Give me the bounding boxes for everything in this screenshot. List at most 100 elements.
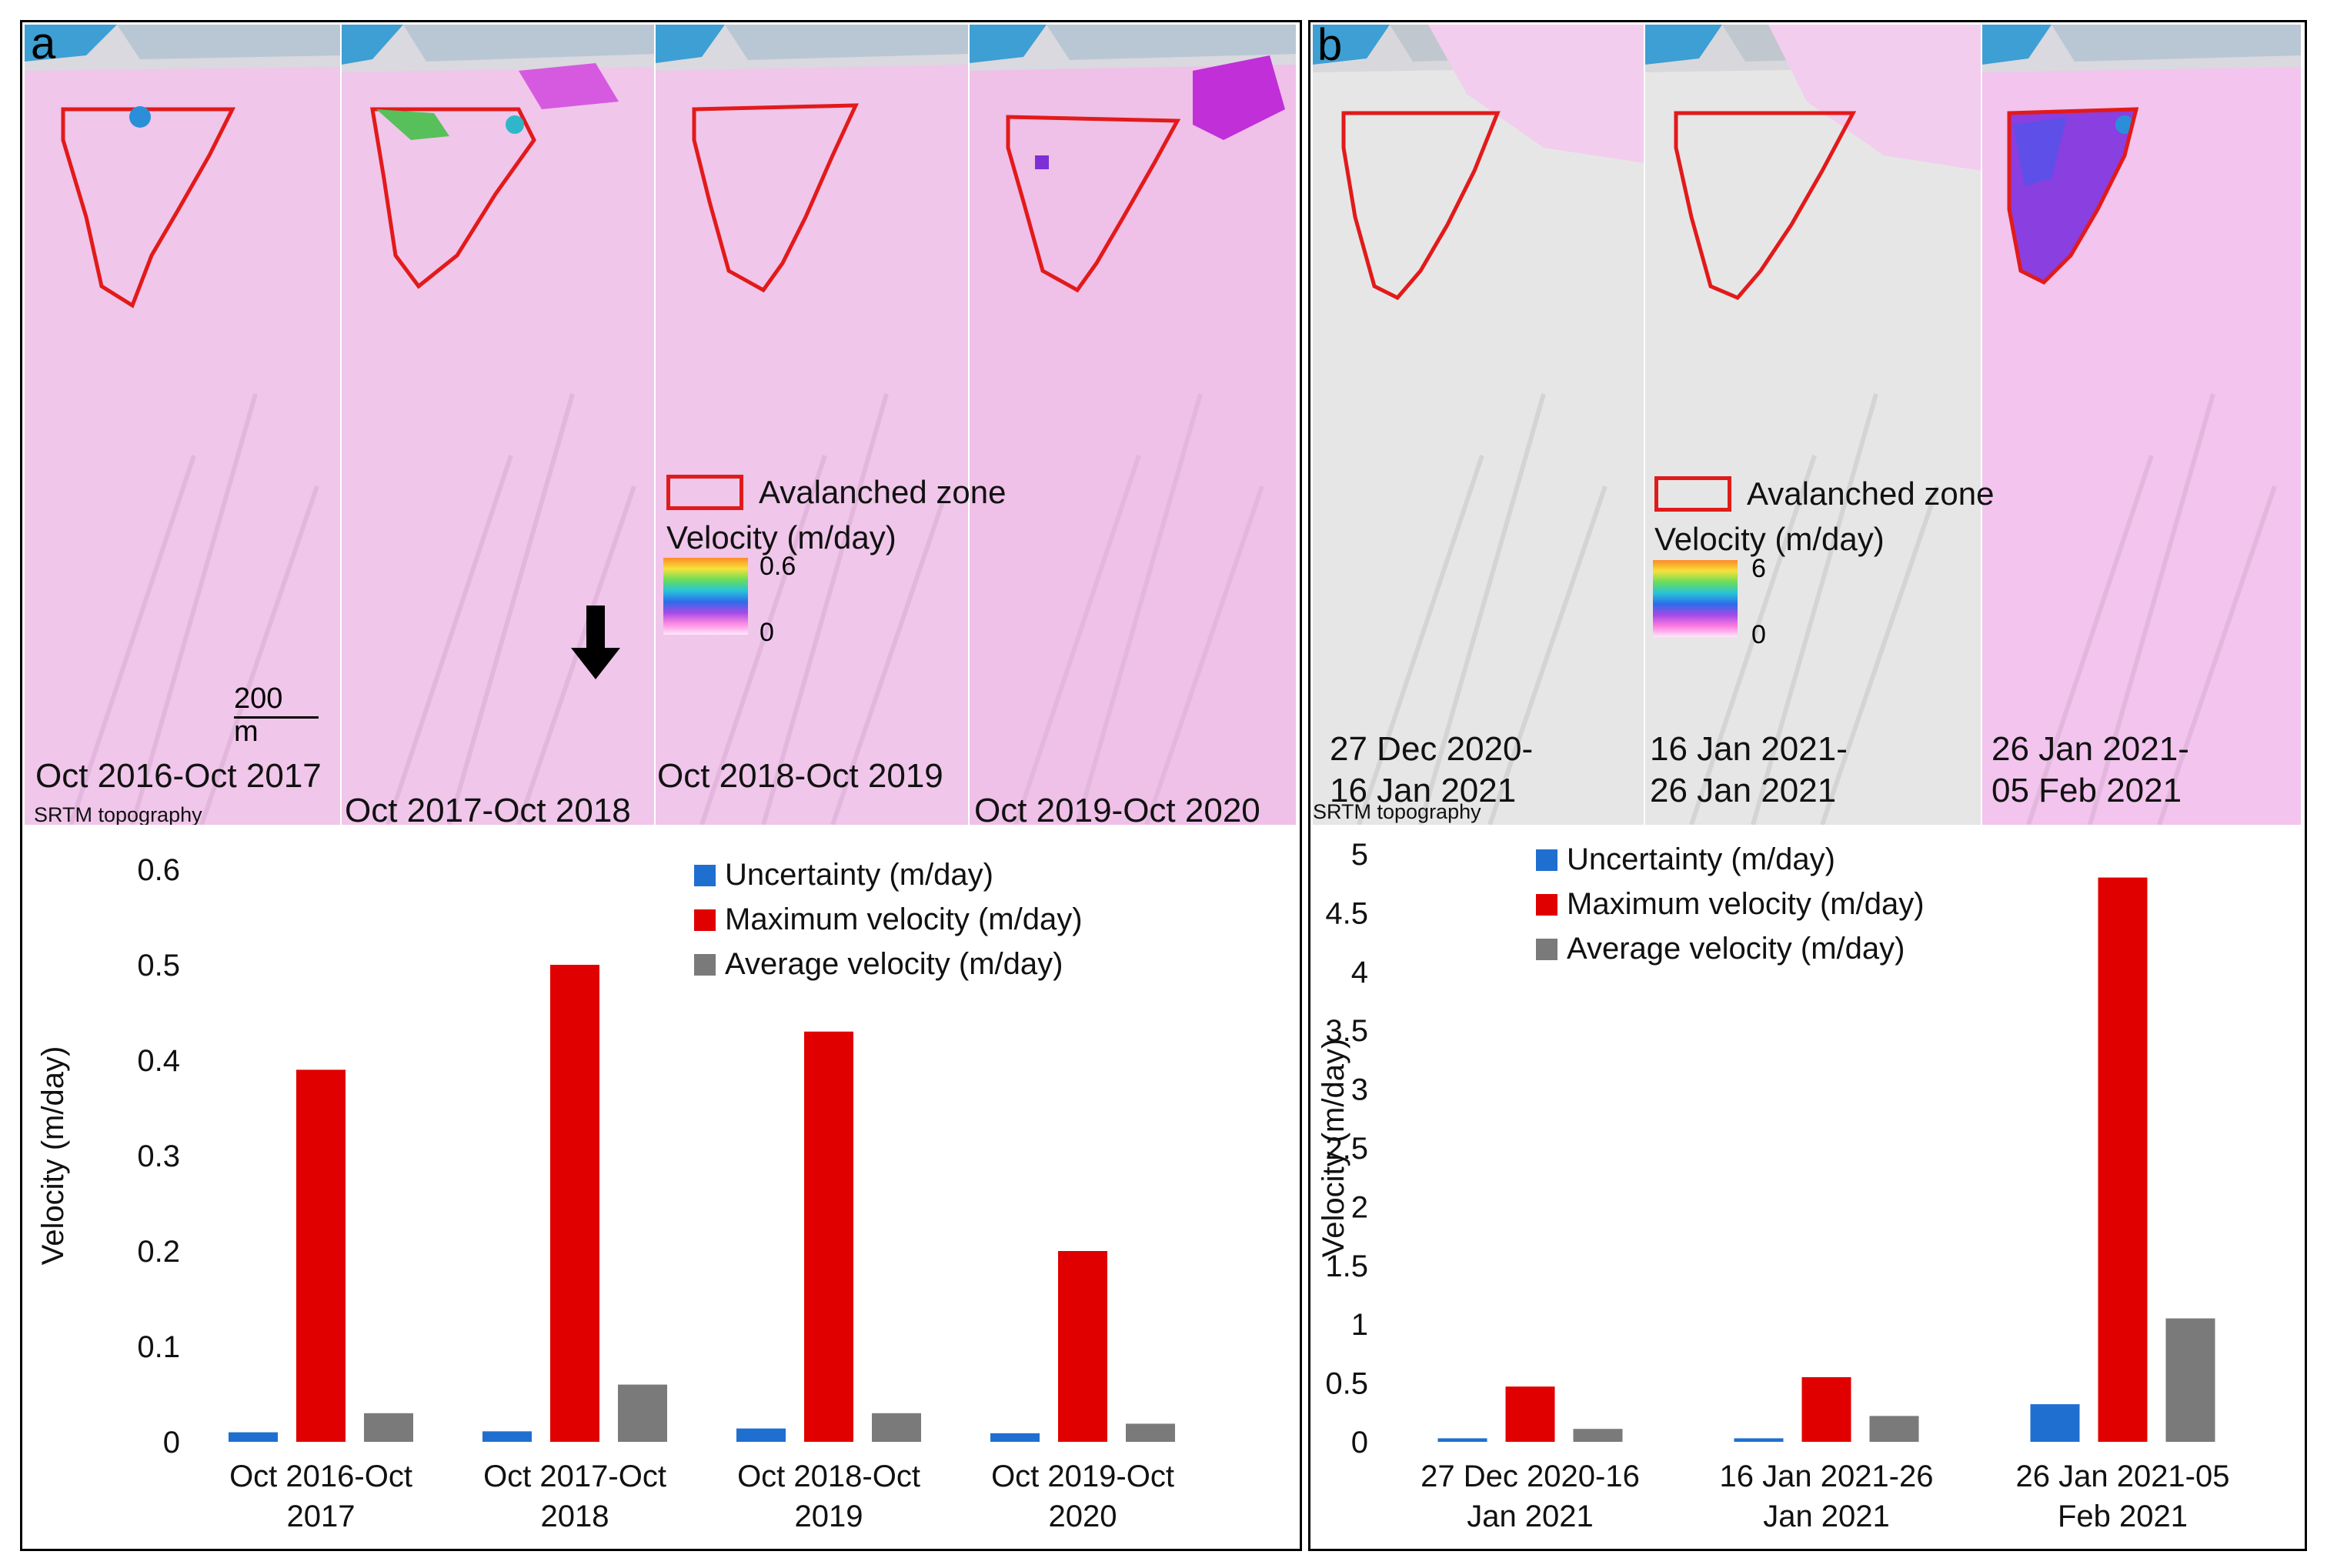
y-tick-label: 1.5 <box>1325 1249 1368 1283</box>
avalanched-zone-label: Avalanched zone <box>759 474 1007 510</box>
bar <box>1734 1438 1784 1442</box>
x-tick-label: 16 Jan 2021-26 <box>1719 1460 1933 1493</box>
map-tile-a1: Oct 2016-Oct 2017 SRTM topography 200 m <box>25 25 342 825</box>
map-tile-b3: 26 Jan 2021- 05 Feb 2021 <box>1982 25 2302 825</box>
panel-a-frame <box>20 20 1302 1551</box>
velocity-title: Velocity (m/day) <box>1654 521 1885 557</box>
y-tick-label: 0.6 <box>137 853 180 887</box>
y-tick-label: 0.4 <box>137 1044 180 1078</box>
snow-peak <box>1047 25 1296 60</box>
panel-letter-a: a <box>31 18 56 68</box>
y-tick-label: 5 <box>1351 838 1368 872</box>
north-arrow-icon <box>571 606 620 679</box>
sky-patch <box>1645 25 1722 65</box>
avalanched-zone-outline <box>2007 107 2139 285</box>
x-tick-label: 2018 <box>541 1500 609 1533</box>
terrain-gullies <box>386 393 636 825</box>
y-tick-label: 0 <box>1351 1426 1368 1460</box>
bar-chart-a: 0 0.1 0.2 0.3 0.4 0.5 0.6 Velocity (m/day) Oct 2… <box>36 853 1175 1533</box>
snow-peak <box>725 25 968 60</box>
y-tick-label: 0 <box>163 1426 180 1460</box>
avalanched-zone-outline <box>692 103 859 293</box>
avalanched-zone-label: Avalanched zone <box>1747 475 1995 512</box>
velocity-title: Velocity (m/day) <box>666 519 896 555</box>
bar <box>872 1413 921 1442</box>
srtm-source-label: SRTM topography <box>34 803 202 825</box>
terrain-gullies <box>1013 393 1264 825</box>
tile-label: Oct 2017-Oct 2018 <box>345 792 631 825</box>
legend-label: Average velocity (m/day) <box>1567 932 1905 966</box>
x-tick-label: Oct 2016-Oct <box>229 1460 412 1493</box>
velocity-patch <box>129 106 151 128</box>
velocity-overlay <box>1768 25 1981 171</box>
y-tick-label: 4.5 <box>1325 896 1368 930</box>
colorbar-max-label: 6 <box>1751 554 1766 583</box>
map-tile-b2: 16 Jan 2021- 26 Jan 2021 <box>1645 25 1982 825</box>
terrain-gullies <box>699 393 950 825</box>
bar-chart-b: 0 0.5 1 1.5 2 2.5 3 3.5 4 4.5 5 Velocity (m/day) 27 … <box>1317 838 2230 1533</box>
tile-background <box>25 25 340 825</box>
velocity-patch <box>519 63 619 109</box>
tile-label: Oct 2018-Oct 2019 <box>657 757 943 795</box>
sky-patch <box>1313 25 1390 65</box>
bar <box>990 1433 1040 1442</box>
colorbar-min-label: 0 <box>760 618 774 647</box>
bar <box>364 1413 413 1442</box>
terrain-gullies <box>68 393 319 825</box>
legend-swatch <box>694 865 716 886</box>
bar <box>1801 1376 1851 1442</box>
tile-label-line1: 16 Jan 2021- <box>1650 730 1848 768</box>
tile-label: 16 Jan 2021- 26 Jan 2021 <box>1650 729 1911 812</box>
legend-label: Maximum velocity (m/day) <box>725 902 1083 936</box>
colorbar-min-label: 0 <box>1751 620 1766 649</box>
legend-swatch <box>1536 939 1557 960</box>
x-tick-label: 2020 <box>1049 1500 1117 1533</box>
bar <box>1573 1429 1623 1442</box>
sky-patch <box>25 25 117 62</box>
scale-bar-line <box>234 716 319 719</box>
y-axis-label: Velocity (m/day) <box>1317 1039 1350 1258</box>
y-tick-label: 2 <box>1351 1190 1368 1224</box>
y-tick-label: 0.5 <box>1325 1367 1368 1401</box>
velocity-overlay <box>1428 25 1644 163</box>
x-tick-label: Oct 2019-Oct <box>991 1460 1174 1493</box>
velocity-patch <box>1193 55 1285 140</box>
y-tick-label: 4 <box>1351 956 1368 989</box>
y-tick-label: 0.2 <box>137 1235 180 1269</box>
snow-peak <box>117 25 340 59</box>
tile-background <box>970 25 1296 825</box>
bar <box>2098 877 2148 1442</box>
tile-label-line2: 16 Jan 2021 <box>1330 772 1517 809</box>
map-image <box>1313 25 1644 825</box>
avalanched-zone-swatch <box>1654 476 1731 512</box>
bar <box>229 1432 278 1442</box>
map-image <box>342 25 654 825</box>
x-tick-label: Jan 2021 <box>1763 1500 1890 1533</box>
legend-swatch <box>1536 894 1557 916</box>
legend-label: Average velocity (m/day) <box>725 947 1063 981</box>
bar <box>296 1069 346 1442</box>
avalanched-zone-outline <box>1341 111 1501 301</box>
map-legend-a: Avalanched zone Velocity (m/day) <box>666 469 1006 560</box>
tile-label: Oct 2016-Oct 2017 <box>35 757 322 795</box>
tile-label-line1: 27 Dec 2020- <box>1330 730 1534 768</box>
colorbar-a: 0.6 0 <box>663 552 796 647</box>
map-tile-a3: Oct 2018-Oct 2019 <box>656 25 970 825</box>
sky-patch <box>342 25 403 65</box>
velocity-patch <box>506 115 524 134</box>
avalanched-zone-outline <box>61 107 236 309</box>
map-image <box>656 25 968 825</box>
avalanched-zone-outline <box>370 107 536 289</box>
y-axis-label: Velocity (m/day) <box>36 1046 70 1266</box>
terrain-gullies <box>2026 393 2277 825</box>
bar <box>1869 1416 1919 1442</box>
y-tick-label: 0.1 <box>137 1330 180 1364</box>
y-tick-label: 1 <box>1351 1308 1368 1342</box>
velocity-patch <box>376 109 449 140</box>
map-image <box>25 25 340 825</box>
x-tick-label: Oct 2018-Oct <box>737 1460 920 1493</box>
bar <box>550 965 599 1442</box>
scale-bar-label: 200 m <box>234 682 283 748</box>
legend-label: Maximum velocity (m/day) <box>1567 887 1925 921</box>
legend-label: Uncertainty (m/day) <box>1567 842 1835 876</box>
